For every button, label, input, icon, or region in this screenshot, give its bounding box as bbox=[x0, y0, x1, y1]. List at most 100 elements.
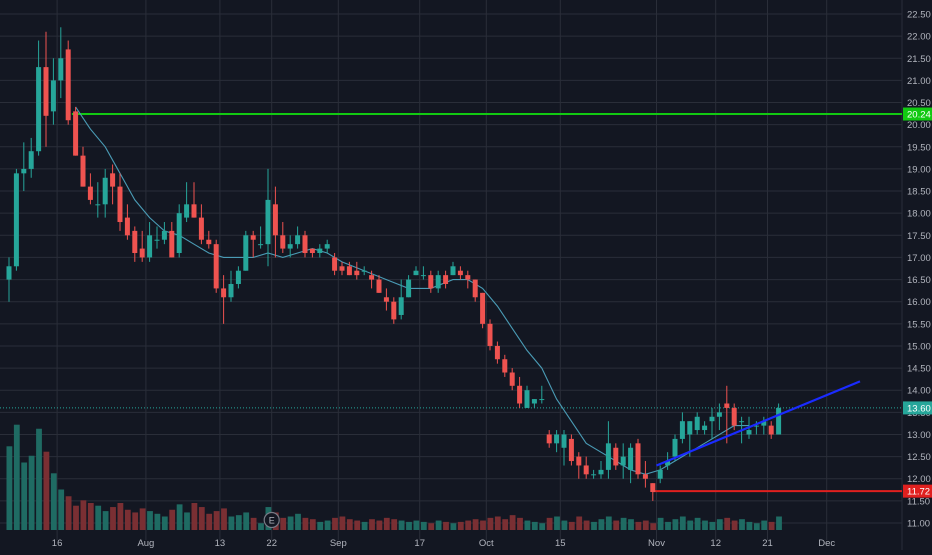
candle bbox=[161, 222, 167, 245]
candle bbox=[568, 434, 574, 466]
volume-bar bbox=[346, 519, 353, 530]
volume-bar bbox=[768, 521, 775, 530]
time-axis[interactable]: 16 Aug 13 22 Sep 17 Oct 15 Nov 12 21 Dec bbox=[52, 538, 836, 549]
volume-bar bbox=[228, 516, 235, 530]
trend-line-group[interactable] bbox=[656, 380, 861, 467]
candle bbox=[406, 275, 412, 298]
candle-body bbox=[413, 270, 419, 276]
volume-bar bbox=[420, 521, 427, 530]
volume-bar bbox=[642, 520, 649, 530]
candle bbox=[480, 292, 486, 329]
candle-body bbox=[95, 204, 101, 206]
volume-bar bbox=[317, 521, 324, 530]
candle-body bbox=[554, 434, 560, 444]
candle-body bbox=[346, 266, 352, 276]
price-tick-label: 15.00 bbox=[907, 341, 931, 352]
candle-body bbox=[361, 270, 367, 272]
candle bbox=[243, 230, 249, 271]
candle bbox=[539, 385, 545, 404]
candle bbox=[657, 465, 663, 484]
price-tick-label: 19.50 bbox=[907, 142, 931, 153]
volume-bar bbox=[102, 511, 109, 530]
candle bbox=[80, 146, 86, 187]
volume-bar bbox=[709, 521, 716, 530]
volume-bar bbox=[443, 521, 449, 530]
volume-bar bbox=[665, 521, 671, 530]
volume-bar bbox=[361, 521, 368, 530]
candle bbox=[561, 430, 567, 466]
candle bbox=[73, 106, 79, 156]
price-tick-label: 11.00 bbox=[907, 519, 930, 530]
candle-body bbox=[761, 421, 767, 426]
candle bbox=[65, 40, 71, 125]
candle bbox=[509, 368, 515, 391]
candle bbox=[176, 204, 182, 258]
candle-body bbox=[50, 80, 56, 112]
markers[interactable]: E bbox=[263, 511, 280, 529]
trend-line[interactable] bbox=[656, 380, 861, 467]
volume-bar bbox=[531, 521, 538, 530]
candle-body bbox=[302, 235, 308, 254]
volume-bar bbox=[132, 512, 139, 530]
candle bbox=[679, 412, 685, 444]
candle-body bbox=[428, 275, 434, 289]
candle-body bbox=[43, 67, 49, 116]
candle bbox=[21, 142, 27, 192]
candle-body bbox=[391, 301, 397, 320]
candle bbox=[147, 222, 153, 262]
time-tick-label: 22 bbox=[266, 538, 277, 549]
candle bbox=[191, 182, 197, 218]
candle bbox=[576, 452, 582, 479]
time-tick-label: 12 bbox=[710, 538, 721, 549]
earnings-marker[interactable] bbox=[263, 511, 280, 529]
horizontal-lines[interactable] bbox=[0, 113, 902, 493]
candle-body bbox=[716, 412, 722, 417]
candle bbox=[435, 270, 441, 293]
candle bbox=[702, 421, 708, 435]
candle bbox=[768, 421, 774, 439]
volume-bar bbox=[398, 520, 405, 530]
candle bbox=[524, 385, 530, 408]
candle bbox=[494, 341, 500, 364]
candle bbox=[731, 403, 737, 431]
candle-body bbox=[420, 275, 426, 277]
volume-bar bbox=[295, 513, 301, 530]
time-tick-label: Dec bbox=[818, 538, 835, 549]
candle-body bbox=[702, 425, 708, 431]
time-tick-label: 15 bbox=[555, 538, 566, 549]
volume-bar bbox=[465, 520, 472, 530]
volume-bar bbox=[95, 505, 102, 530]
resistance-price-label-bg bbox=[903, 107, 932, 121]
candle bbox=[583, 456, 589, 479]
support-price-label-bg bbox=[903, 484, 932, 498]
candle-body bbox=[258, 244, 264, 246]
candle-body bbox=[561, 434, 567, 448]
price-tick-label: 13.00 bbox=[907, 430, 931, 441]
candle-body bbox=[243, 235, 249, 271]
candle-body bbox=[73, 111, 79, 156]
volume-bar bbox=[561, 520, 568, 530]
volume-bar bbox=[539, 523, 546, 530]
candle-body bbox=[657, 469, 663, 479]
volume-bar bbox=[450, 523, 457, 530]
candle-body bbox=[213, 244, 219, 289]
volume-bar bbox=[161, 516, 168, 530]
candle-body bbox=[650, 483, 656, 493]
price-labels: 20.24 11.72 13.60 bbox=[903, 107, 932, 498]
volume-bar bbox=[672, 519, 679, 530]
candle bbox=[546, 430, 552, 448]
candle-body bbox=[87, 186, 93, 200]
volume-bar bbox=[679, 516, 686, 530]
volume-bar bbox=[554, 516, 560, 530]
volume-bar bbox=[332, 517, 338, 530]
volume-bar bbox=[502, 519, 509, 530]
time-tick-label: 16 bbox=[52, 538, 63, 549]
volume-bar bbox=[694, 517, 701, 530]
volume-bar bbox=[235, 515, 242, 530]
volume-bar bbox=[383, 517, 390, 530]
price-tick-label: 14.00 bbox=[907, 386, 931, 397]
candle-body bbox=[117, 186, 123, 223]
volume-bar bbox=[546, 517, 553, 530]
